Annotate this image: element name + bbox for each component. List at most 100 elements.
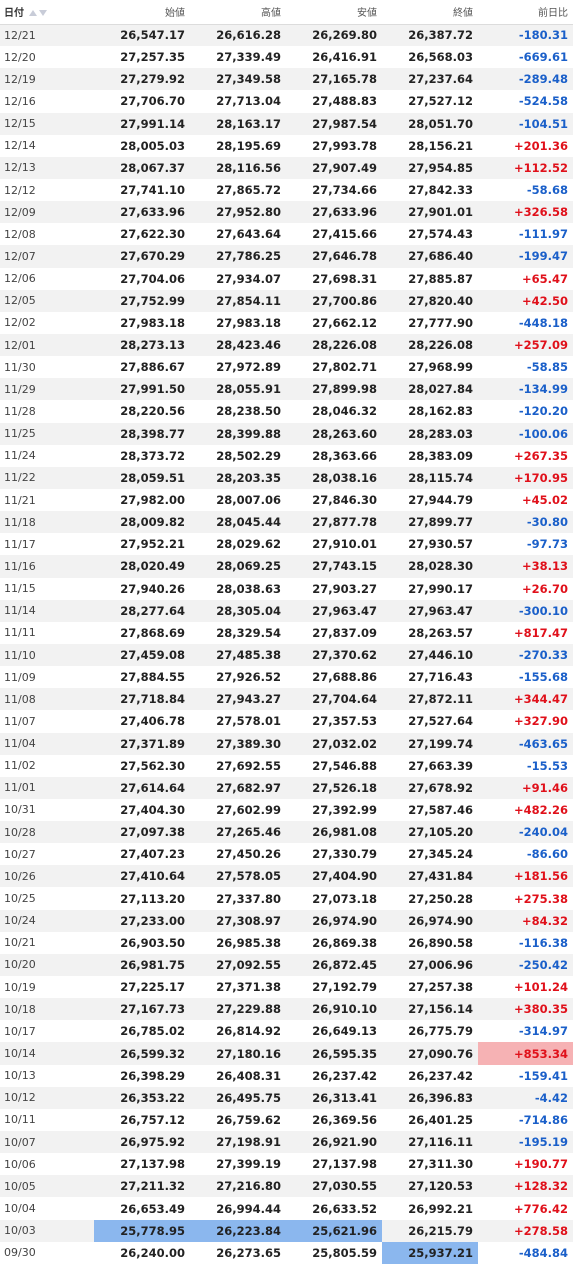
cell-open: 26,757.12: [94, 1108, 190, 1132]
cell-high: 26,994.44: [190, 1197, 286, 1220]
column-header-date-label: 日付: [4, 8, 24, 20]
column-header-open[interactable]: 始値: [94, 0, 190, 25]
cell-open: 27,982.00: [94, 488, 190, 512]
cell-change: +817.47: [478, 621, 573, 644]
cell-date: 11/01: [0, 776, 94, 799]
cell-open: 28,277.64: [94, 599, 190, 622]
cell-date: 11/04: [0, 732, 94, 755]
cell-close: 27,431.84: [382, 865, 478, 888]
table-row: 11/30 27,886.67 27,972.89 27,802.71 27,968.9…: [0, 356, 573, 379]
cell-change: +181.56: [478, 865, 573, 888]
column-header-close[interactable]: 終値: [382, 0, 478, 25]
cell-date: 11/22: [0, 466, 94, 489]
cell-date: 11/09: [0, 666, 94, 689]
cell-close: 27,120.53: [382, 1175, 478, 1198]
cell-date: 12/06: [0, 267, 94, 290]
table-row: 11/18 28,009.82 28,045.44 27,877.78 27,899.7…: [0, 511, 573, 534]
table-row: 12/19 27,279.92 27,349.58 27,165.78 27,237.6…: [0, 68, 573, 91]
cell-high: 27,952.80: [190, 201, 286, 224]
cell-open: 27,371.89: [94, 732, 190, 755]
cell-low: 28,038.16: [286, 466, 382, 489]
cell-low: 26,237.42: [286, 1064, 382, 1087]
cell-change: +776.42: [478, 1197, 573, 1220]
cell-high: 28,045.44: [190, 511, 286, 534]
cell-open: 27,407.23: [94, 843, 190, 866]
cell-high: 28,238.50: [190, 400, 286, 423]
cell-low: 28,046.32: [286, 400, 382, 423]
cell-low: 26,921.90: [286, 1131, 382, 1154]
column-header-high[interactable]: 高値: [190, 0, 286, 25]
cell-low: 27,734.66: [286, 178, 382, 202]
cell-low: 27,192.79: [286, 976, 382, 999]
table-row: 11/17 27,952.21 28,029.62 27,910.01 27,930.5…: [0, 533, 573, 556]
cell-low: 26,974.90: [286, 909, 382, 932]
cell-open: 28,009.82: [94, 511, 190, 534]
table-row: 11/08 27,718.84 27,943.27 27,704.64 27,872.1…: [0, 688, 573, 711]
cell-open: 26,353.22: [94, 1086, 190, 1109]
column-header-low[interactable]: 安値: [286, 0, 382, 25]
cell-open: 28,005.03: [94, 134, 190, 157]
cell-close: 26,396.83: [382, 1086, 478, 1109]
cell-low: 27,392.99: [286, 798, 382, 822]
cell-change: +327.90: [478, 710, 573, 733]
table-row: 10/24 27,233.00 27,308.97 26,974.90 26,974.9…: [0, 909, 573, 932]
cell-close: 27,686.40: [382, 245, 478, 268]
cell-date: 12/08: [0, 223, 94, 246]
sort-ascending-icon[interactable]: [29, 9, 37, 16]
cell-close: 27,237.64: [382, 68, 478, 91]
cell-low: 25,805.59: [286, 1241, 382, 1264]
cell-change: +201.36: [478, 134, 573, 157]
column-header-date[interactable]: 日付: [0, 0, 94, 25]
cell-change: +128.32: [478, 1175, 573, 1198]
column-header-change[interactable]: 前日比: [478, 0, 573, 25]
cell-close: 27,901.01: [382, 201, 478, 224]
cell-date: 10/03: [0, 1219, 94, 1242]
cell-change: -111.97: [478, 223, 573, 246]
table-row: 11/11 27,868.69 28,329.54 27,837.09 28,263.5…: [0, 621, 573, 644]
cell-change: -195.19: [478, 1131, 573, 1154]
table-row: 12/13 28,067.37 28,116.56 27,907.49 27,954.8…: [0, 156, 573, 179]
sort-icon[interactable]: [27, 8, 47, 19]
table-row: 10/21 26,903.50 26,985.38 26,869.38 26,890.5…: [0, 931, 573, 954]
cell-high: 26,408.31: [190, 1064, 286, 1087]
cell-high: 27,713.04: [190, 90, 286, 113]
cell-open: 26,975.92: [94, 1131, 190, 1154]
cell-low: 27,662.12: [286, 311, 382, 334]
cell-low: 28,263.60: [286, 422, 382, 445]
cell-change: -289.48: [478, 68, 573, 91]
cell-open: 27,233.00: [94, 909, 190, 932]
cell-open: 27,704.06: [94, 267, 190, 290]
cell-change: +170.95: [478, 466, 573, 489]
table-row: 12/14 28,005.03 28,195.69 27,993.78 28,156.2…: [0, 134, 573, 157]
cell-low: 26,269.80: [286, 24, 382, 47]
cell-low: 27,646.78: [286, 245, 382, 268]
cell-low: 27,357.53: [286, 710, 382, 733]
cell-low: 27,330.79: [286, 843, 382, 866]
cell-date: 11/21: [0, 488, 94, 512]
table-row: 10/18 27,167.73 27,229.88 26,910.10 27,156.1…: [0, 998, 573, 1021]
cell-change: +257.09: [478, 333, 573, 357]
cell-change: -270.33: [478, 643, 573, 667]
cell-date: 12/02: [0, 311, 94, 334]
table-row: 12/07 27,670.29 27,786.25 27,646.78 27,686.4…: [0, 245, 573, 268]
cell-high: 27,349.58: [190, 68, 286, 91]
sort-descending-icon[interactable]: [39, 9, 47, 16]
cell-close: 27,777.90: [382, 311, 478, 334]
table-row: 10/03 25,778.95 26,223.84 25,621.96 26,215.7…: [0, 1219, 573, 1242]
cell-change: -300.10: [478, 599, 573, 622]
table-row: 11/01 27,614.64 27,682.97 27,526.18 27,678.9…: [0, 776, 573, 799]
cell-high: 27,578.05: [190, 865, 286, 888]
cell-close: 27,954.85: [382, 156, 478, 179]
cell-close: 26,775.79: [382, 1020, 478, 1043]
cell-close: 27,968.99: [382, 356, 478, 379]
cell-low: 27,546.88: [286, 754, 382, 777]
cell-high: 28,038.63: [190, 577, 286, 600]
table-row: 11/02 27,562.30 27,692.55 27,546.88 27,663.3…: [0, 754, 573, 777]
cell-open: 27,991.50: [94, 378, 190, 401]
table-row: 12/09 27,633.96 27,952.80 27,633.96 27,901.0…: [0, 201, 573, 224]
cell-low: 27,165.78: [286, 68, 382, 91]
cell-change: +190.77: [478, 1153, 573, 1176]
cell-change: +91.46: [478, 776, 573, 799]
cell-close: 27,199.74: [382, 732, 478, 755]
table-row: 11/10 27,459.08 27,485.38 27,370.62 27,446.1…: [0, 643, 573, 667]
